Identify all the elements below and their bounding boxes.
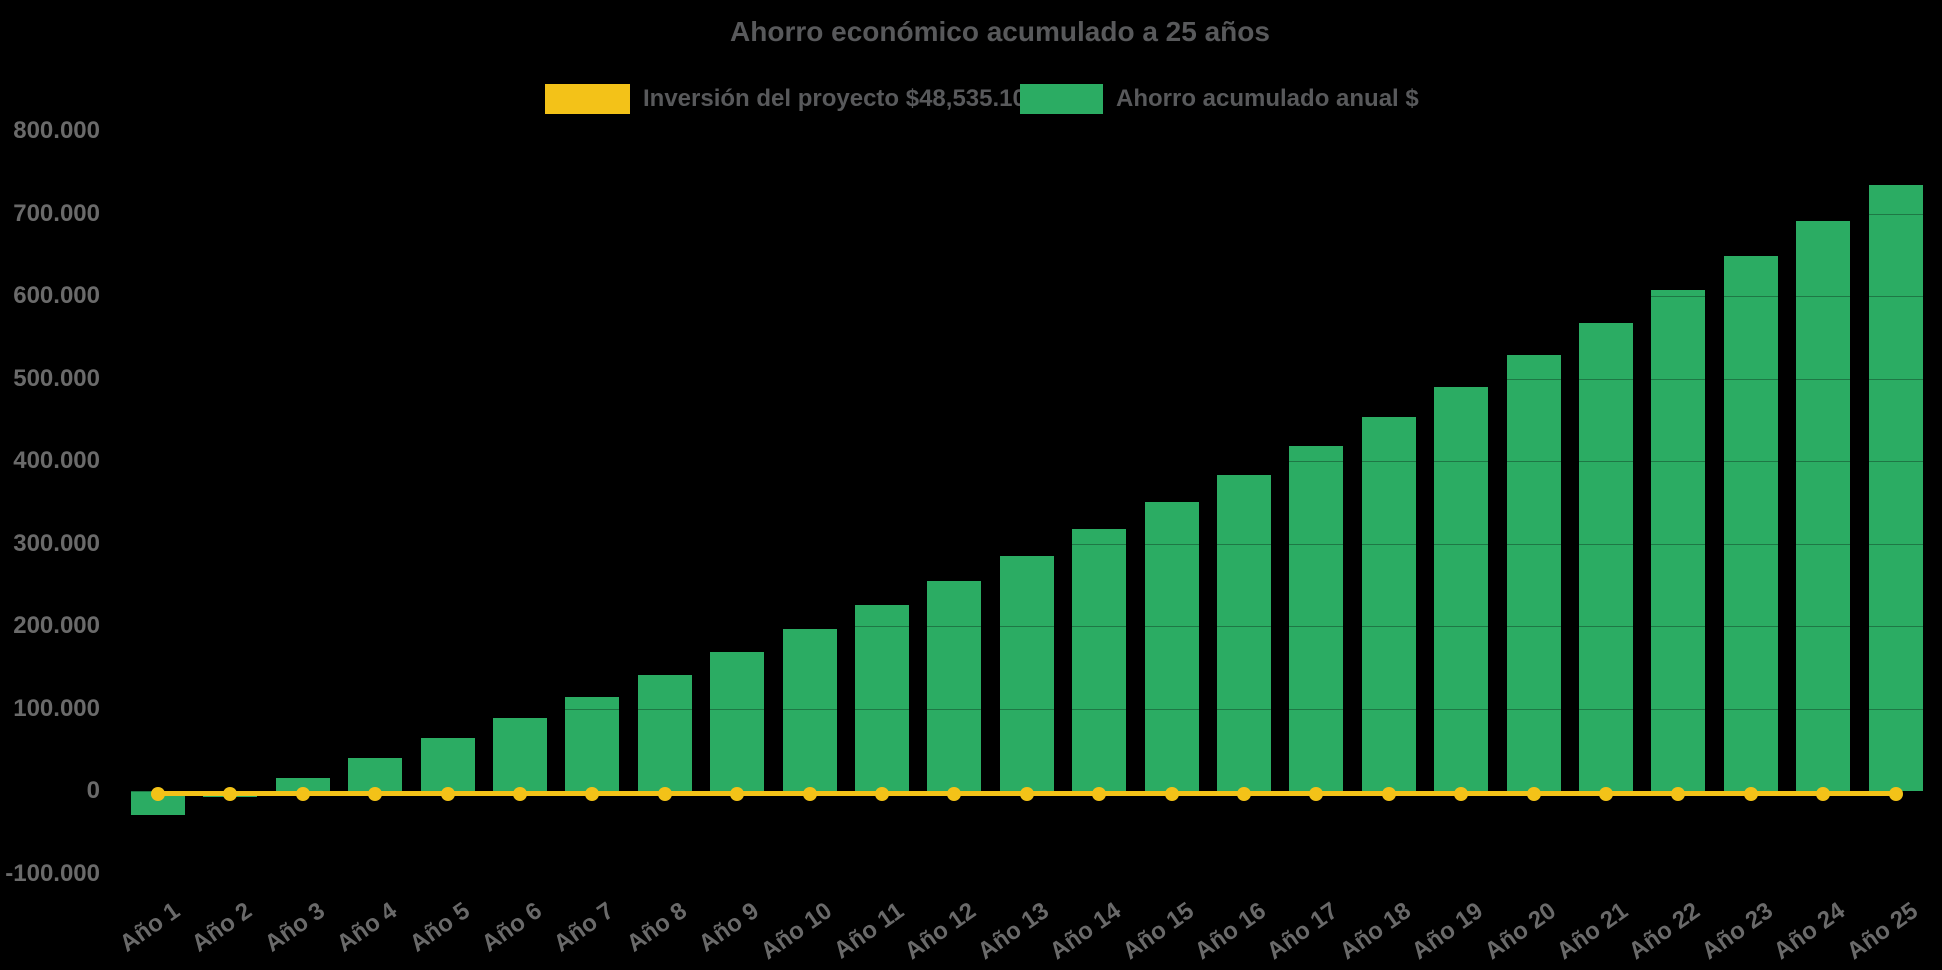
investment-line-marker[interactable] xyxy=(1092,786,1107,801)
savings-bar[interactable] xyxy=(1796,220,1851,791)
investment-line-marker[interactable] xyxy=(151,786,165,801)
investment-line-marker[interactable] xyxy=(657,786,672,801)
savings-bar[interactable] xyxy=(710,652,765,791)
gridline xyxy=(118,626,1932,627)
savings-bar[interactable] xyxy=(1579,323,1633,791)
investment-line-marker[interactable] xyxy=(1381,786,1396,801)
savings-bar[interactable] xyxy=(420,738,475,791)
savings-bar[interactable] xyxy=(782,629,837,791)
savings-bar[interactable] xyxy=(131,791,185,815)
gridline xyxy=(118,461,1932,462)
investment-line-marker[interactable] xyxy=(1671,786,1686,801)
investment-line-marker[interactable] xyxy=(1599,786,1613,801)
investment-line-marker[interactable] xyxy=(730,786,745,801)
investment-line-marker[interactable] xyxy=(1454,786,1469,801)
savings-bar[interactable] xyxy=(855,605,909,791)
investment-line-marker[interactable] xyxy=(947,786,962,801)
y-tick-label: 500.000 xyxy=(13,364,100,392)
investment-line-marker[interactable] xyxy=(1019,786,1034,801)
investment-line-marker[interactable] xyxy=(1164,786,1179,801)
y-tick-label: 400.000 xyxy=(13,447,100,474)
investment-line-marker[interactable] xyxy=(875,786,889,801)
savings-bar[interactable] xyxy=(1723,256,1778,791)
investment-line-marker[interactable] xyxy=(223,786,238,801)
gridline xyxy=(118,708,1932,710)
savings-bar[interactable] xyxy=(1506,355,1561,791)
investment-line-marker[interactable] xyxy=(513,786,527,801)
y-tick-label: 600.000 xyxy=(13,282,100,309)
investment-line-marker[interactable] xyxy=(1237,786,1251,801)
savings-bar[interactable] xyxy=(1217,475,1271,791)
savings-bar[interactable] xyxy=(493,718,547,791)
investment-line-marker[interactable] xyxy=(1888,786,1903,801)
gridline xyxy=(118,543,1932,545)
savings-legend-label: Ahorro acumulado anual $ xyxy=(1116,85,1419,112)
savings-bar[interactable] xyxy=(1434,386,1489,791)
savings-legend-swatch-icon xyxy=(1020,84,1103,114)
savings-bar[interactable] xyxy=(1289,446,1344,791)
legend-item-savings[interactable]: Ahorro acumulado anual $ xyxy=(1020,84,1419,114)
savings-bar[interactable] xyxy=(1868,185,1923,791)
chart-title: Ahorro económico acumulado a 25 años xyxy=(730,16,1270,47)
y-tick-label: 100.000 xyxy=(13,694,100,722)
savings-bar[interactable] xyxy=(1072,528,1127,791)
y-tick-label: 0 xyxy=(86,777,100,804)
y-tick-label: -100.000 xyxy=(5,859,100,887)
savings-bar[interactable] xyxy=(348,758,403,791)
gridline xyxy=(118,296,1932,297)
legend-item-investment[interactable]: Inversión del proyecto $48,535.10 xyxy=(545,84,1026,114)
savings-bar[interactable] xyxy=(927,581,982,791)
y-tick-label: 700.000 xyxy=(13,199,100,227)
gridline xyxy=(118,873,1932,875)
investment-line-marker[interactable] xyxy=(1816,786,1831,801)
savings-bar[interactable] xyxy=(565,696,620,791)
investment-line-marker[interactable] xyxy=(1309,786,1324,801)
investment-line-marker[interactable] xyxy=(440,786,455,801)
savings-bar[interactable] xyxy=(637,674,692,791)
investment-line-marker[interactable] xyxy=(368,786,383,801)
investment-legend-swatch-icon xyxy=(545,84,630,114)
savings-bar[interactable] xyxy=(275,777,330,791)
investment-line-marker[interactable] xyxy=(295,786,310,801)
investment-line-marker[interactable] xyxy=(802,786,817,801)
investment-line-marker[interactable] xyxy=(585,786,600,801)
y-tick-label: 300.000 xyxy=(13,529,100,557)
gridline xyxy=(118,378,1932,380)
savings-bar[interactable] xyxy=(999,555,1054,791)
gridline xyxy=(118,213,1932,215)
y-tick-label: 800.000 xyxy=(13,117,100,144)
investment-legend-label: Inversión del proyecto $48,535.10 xyxy=(643,85,1026,112)
savings-bar[interactable] xyxy=(1651,290,1706,791)
savings-bar[interactable] xyxy=(1361,417,1416,791)
y-tick-label: 200.000 xyxy=(13,612,100,639)
investment-line-marker[interactable] xyxy=(1743,786,1758,801)
savings-bar[interactable] xyxy=(1144,502,1199,791)
investment-line-marker[interactable] xyxy=(1526,786,1541,801)
gridline xyxy=(118,131,1932,132)
